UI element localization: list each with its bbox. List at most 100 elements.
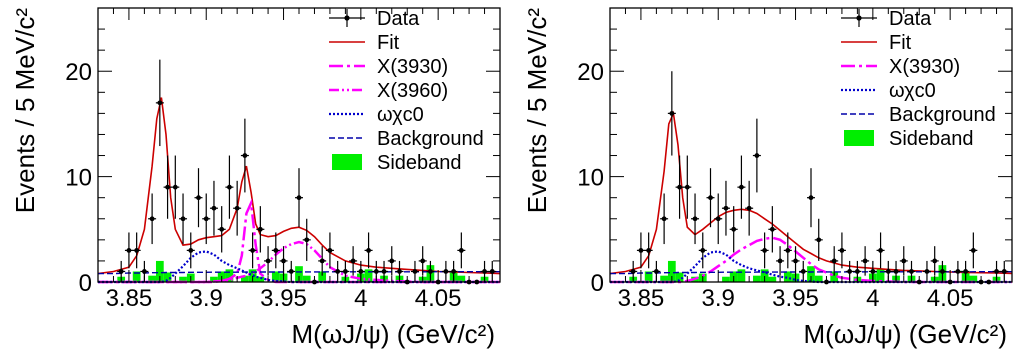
x3930-curve [98, 198, 500, 284]
sideband-bar [155, 260, 164, 282]
data-marker [646, 247, 652, 253]
data-marker [381, 269, 387, 274]
sideband-bar [737, 269, 746, 282]
data-marker [350, 258, 356, 264]
data-point [349, 246, 358, 276]
sideband-bar [163, 272, 172, 282]
data-marker [715, 216, 721, 222]
data-point [706, 168, 715, 228]
data-point [295, 168, 303, 228]
data-point [783, 232, 792, 269]
fit-curve [97, 97, 501, 275]
data-marker [149, 216, 155, 222]
data-point [768, 206, 777, 253]
data-marker [754, 153, 760, 158]
sideband-bar [830, 271, 839, 282]
sideband-bar [667, 260, 676, 282]
data-marker [893, 269, 899, 274]
y-tick-label: 20 [65, 59, 92, 86]
data-marker [342, 269, 348, 274]
data-marker [389, 258, 395, 264]
data-marker [955, 269, 961, 274]
data-point [302, 218, 311, 261]
data-marker [420, 258, 426, 264]
data-point [248, 232, 257, 269]
y-tick-label: 0 [79, 270, 92, 297]
data-point [691, 193, 700, 245]
data-point [667, 71, 676, 156]
data-marker [250, 247, 256, 253]
sideband-bar [302, 275, 311, 282]
data-marker [700, 247, 706, 253]
legend-item-data: Data [841, 8, 932, 30]
data-marker [924, 269, 930, 274]
sideband-bar [753, 275, 761, 282]
data-point [760, 232, 769, 269]
sideband-bar [457, 275, 466, 282]
data-point [899, 246, 908, 276]
data-point [264, 246, 273, 276]
data-marker [257, 226, 263, 232]
data-point [837, 232, 846, 269]
data-point [807, 168, 815, 228]
data-marker [808, 195, 814, 201]
data-marker [901, 258, 907, 264]
data-point [892, 260, 901, 282]
data-marker [366, 247, 371, 253]
data-marker [443, 269, 449, 274]
chart-left: 3.85 3.9 3.95 4 4.05 0 10 20 M(ωJ/ψ) (GeV/c²) Eve… [10, 7, 501, 349]
legend-label-omega_chic0: ωχc0 [377, 104, 424, 126]
data-marker [288, 269, 294, 274]
data-point [675, 155, 684, 219]
sideband-bar [241, 275, 249, 282]
data-marker [653, 269, 659, 274]
data-point [325, 232, 334, 269]
legend-label-sideband: Sideband [889, 128, 974, 150]
data-marker [188, 247, 194, 253]
data-point [876, 232, 885, 269]
data-marker [769, 226, 775, 232]
x-tick-label: 4 [354, 285, 367, 312]
data-point [395, 260, 404, 282]
legend-label-sideband: Sideband [377, 152, 462, 174]
data-point [698, 232, 707, 269]
data-marker [862, 258, 868, 264]
data-marker [227, 184, 232, 190]
data-marker [319, 258, 325, 264]
legend-label-x3930: X(3930) [377, 56, 448, 78]
legend-symbol-data-marker [856, 15, 862, 21]
data-point [861, 246, 870, 276]
data-point [117, 260, 126, 282]
legend-label-background: Background [889, 104, 996, 126]
data-marker [242, 153, 248, 158]
data-marker [118, 269, 124, 274]
chart-right: 3.85 3.9 3.95 4 4.05 0 10 20 M(ωJ/ψ) (GeV/c²) Eve… [522, 7, 1013, 349]
legend-symbol-data-marker [344, 15, 350, 21]
data-point [457, 232, 466, 269]
x-tick-label: 3.95 [260, 285, 307, 312]
data-point [629, 260, 638, 282]
data-point [132, 232, 141, 269]
data-marker [335, 269, 341, 274]
legend-item-x3930: X(3930) [841, 56, 960, 78]
data-point [953, 260, 962, 282]
data-point [233, 180, 242, 236]
sideband-bar [760, 269, 769, 282]
data-marker [273, 247, 279, 253]
data-marker [638, 247, 644, 253]
sideband-bar [660, 275, 668, 282]
data-marker [909, 269, 914, 274]
data-point [179, 193, 188, 245]
data-marker [661, 216, 667, 222]
data-point [845, 260, 854, 282]
data-marker [458, 247, 464, 253]
data-marker [940, 269, 945, 274]
sideband-bar [722, 276, 730, 282]
data-marker [762, 247, 768, 253]
data-point [830, 246, 839, 276]
data-marker [963, 269, 969, 274]
data-point [969, 232, 978, 269]
legend-item-fit: Fit [841, 32, 912, 54]
